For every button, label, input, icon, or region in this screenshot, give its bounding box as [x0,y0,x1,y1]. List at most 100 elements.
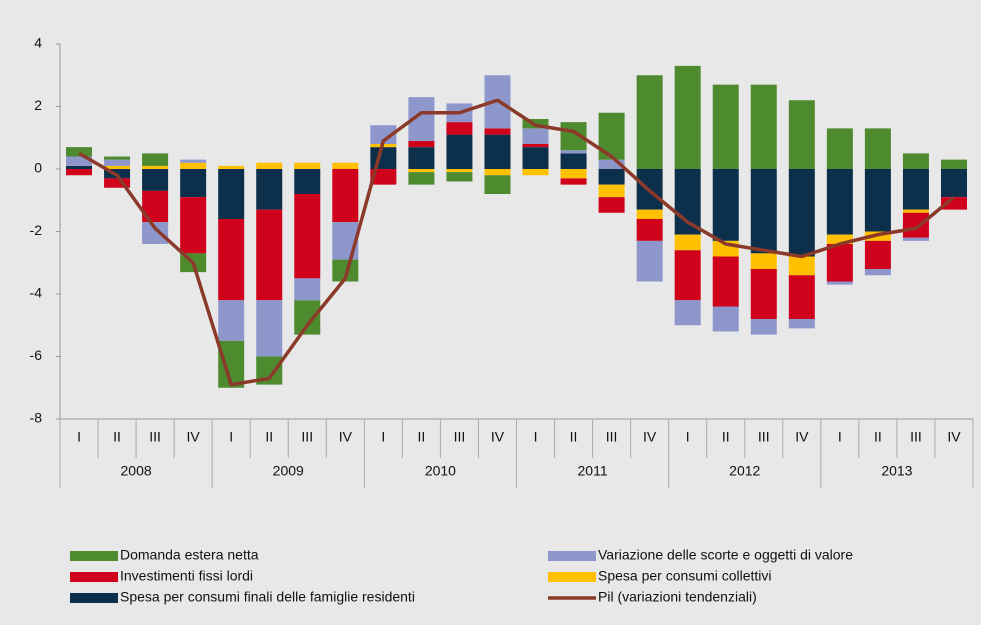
bar-segment [332,259,359,282]
bar-segment [750,319,777,335]
bar-segment [180,169,207,198]
bar-segment [408,172,435,185]
bar-segment [484,175,511,194]
bar-segment [636,219,663,241]
bar-segment [484,134,511,169]
bar-segment [180,159,207,163]
x-tick-label: IV [795,429,809,445]
bar-segment [332,162,359,169]
bar-segment [142,153,169,166]
bar-segment [66,165,93,169]
legend-swatch [70,551,118,561]
year-label: 2009 [273,463,304,479]
bar-segment [256,162,283,169]
bar-segment [294,300,321,335]
bar-segment [940,169,967,198]
bar-segment [66,169,93,176]
bar-segment [940,159,967,169]
bar-segment [142,169,169,191]
x-tick-label: II [722,429,730,445]
bar-segment [522,169,549,176]
bar-segment [218,219,245,301]
x-tick-label: III [910,429,922,445]
y-tick-label: 4 [34,35,42,51]
legend-label: Investimenti fissi lordi [120,568,253,584]
bar-segment [826,169,853,235]
legend-label: Variazione delle scorte e oggetti di val… [598,547,853,563]
y-tick-label: 0 [34,160,42,176]
bar-segment [750,169,777,254]
bar-segment [446,172,473,182]
year-label: 2010 [425,463,456,479]
y-tick-label: -4 [30,285,43,301]
bar-segment [446,134,473,169]
bar-segment [142,165,169,169]
bar-segment [408,147,435,169]
x-tick-label: I [534,429,538,445]
bar-segment [674,65,701,169]
bar-segment [750,269,777,319]
x-tick-label: II [570,429,578,445]
bar-segment [180,162,207,169]
x-tick-label: IV [947,429,961,445]
bar-segment [788,100,815,169]
bar-segment [712,169,739,241]
bar-segment [788,169,815,257]
x-tick-label: I [686,429,690,445]
bar-segment [522,144,549,148]
bar-segment [598,169,625,185]
bar-segment [674,234,701,251]
bar-segment [370,147,397,169]
bar-segment [712,84,739,169]
x-tick-label: I [77,429,81,445]
x-tick-label: III [149,429,161,445]
bar-segment [218,300,245,341]
bar-segment [864,128,891,169]
bar-segment [370,169,397,185]
bar-segment [294,194,321,279]
y-tick-label: 2 [34,97,42,113]
x-tick-label: II [874,429,882,445]
bar-segment [294,278,321,301]
x-tick-label: I [381,429,385,445]
bar-segment [560,169,587,179]
bar-segment [66,147,93,157]
x-tick-label: I [838,429,842,445]
bar-segment [750,253,777,269]
x-tick-label: III [301,429,313,445]
legend-swatch [70,593,118,603]
bar-segment [826,244,853,282]
bar-segment [902,212,929,238]
bar-segment [294,162,321,169]
bar-segment [712,256,739,307]
bar-segment [598,197,625,213]
bar-segment [788,256,815,276]
bar-segment [864,240,891,269]
y-tick-label: -2 [30,222,43,238]
x-tick-label: II [113,429,121,445]
x-tick-label: II [265,429,273,445]
bar-segment [788,275,815,319]
x-tick-label: IV [339,429,353,445]
bar-segment [712,306,739,332]
bar-segment [332,169,359,223]
year-label: 2008 [121,463,152,479]
y-tick-label: -6 [30,347,43,363]
x-tick-label: I [229,429,233,445]
bar-segment [408,169,435,173]
bar-segment [598,184,625,198]
bar-segment [826,281,853,285]
bar-segment [636,209,663,219]
legend-label: Pil (variazioni tendenziali) [598,589,757,605]
bar-segment [484,128,511,135]
bar-segment [104,165,131,169]
x-tick-label: III [758,429,770,445]
line-series [78,98,956,387]
bar-segment [902,237,929,241]
legend-swatch [548,572,596,582]
legend-label: Spesa per consumi collettivi [598,568,772,584]
bar-segment [370,125,397,144]
bar-segment [484,169,511,176]
year-label: 2013 [881,463,912,479]
